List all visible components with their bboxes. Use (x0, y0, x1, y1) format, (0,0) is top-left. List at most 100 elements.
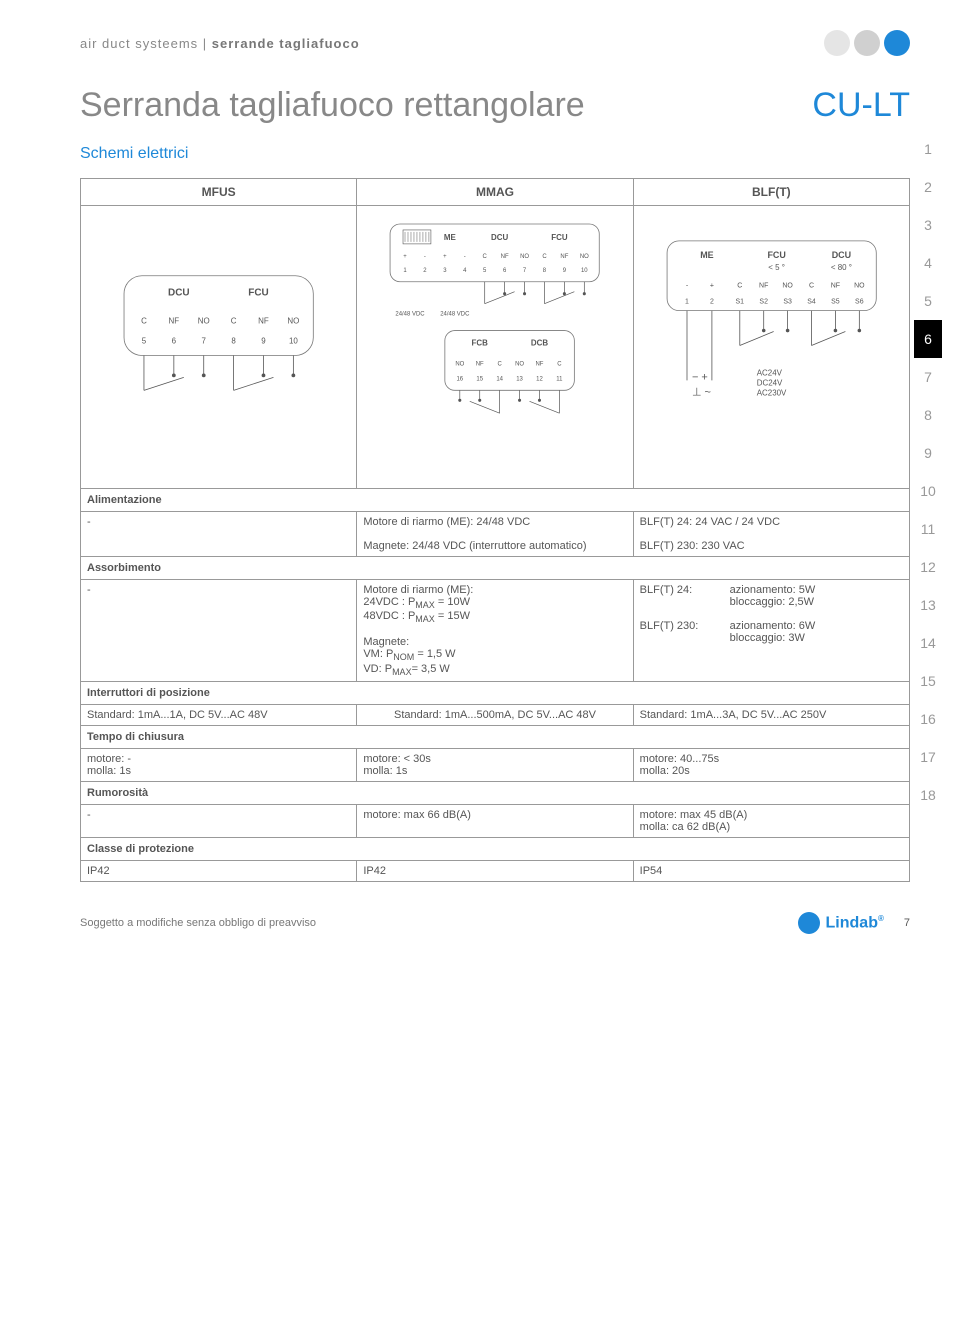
section-alimentazione: Alimentazione (81, 489, 910, 512)
dot-medium (854, 30, 880, 56)
dot-light (824, 30, 850, 56)
section-tempo: Tempo di chiusura (81, 725, 910, 748)
sidebar-index: 1 2 3 4 5 6 7 8 9 10 11 12 13 14 15 16 1… (914, 130, 942, 814)
svg-text:S5: S5 (831, 299, 840, 306)
svg-text:DCU: DCU (831, 250, 850, 260)
section-protezione: Classe di protezione (81, 837, 910, 860)
svg-text:ME: ME (700, 250, 713, 260)
row-alimentazione: - Motore di riarmo (ME): 24/48 VDCMagnet… (81, 512, 910, 557)
svg-text:11: 11 (557, 376, 564, 382)
sidenum: 2 (914, 168, 942, 206)
svg-text:NF: NF (561, 254, 569, 260)
svg-text:S3: S3 (783, 299, 792, 306)
svg-text:NO: NO (198, 317, 210, 326)
svg-text:2: 2 (710, 299, 714, 306)
title-row: Serranda tagliafuoco rettangolare CU-LT (80, 86, 910, 125)
svg-text:NF: NF (258, 317, 269, 326)
svg-text:C: C (231, 317, 237, 326)
svg-text:-: - (685, 283, 688, 290)
svg-text:< 5 °: < 5 ° (768, 263, 785, 272)
header-dots (824, 30, 910, 56)
svg-text:4: 4 (463, 268, 467, 274)
sidenum: 14 (914, 624, 942, 662)
page-title: Serranda tagliafuoco rettangolare (80, 86, 585, 125)
svg-text:5: 5 (483, 268, 487, 274)
row-rumorosita: - motore: max 66 dB(A) motore: max 45 dB… (81, 804, 910, 837)
svg-text:16: 16 (457, 376, 464, 382)
sidenum: 12 (914, 548, 942, 586)
page-number: 7 (904, 917, 910, 929)
svg-text:8: 8 (543, 268, 547, 274)
svg-text:+: + (710, 283, 714, 290)
table-header-row: MFUS MMAG BLF(T) (81, 179, 910, 206)
row-interruttori: Standard: 1mA...1A, DC 5V...AC 48V Stand… (81, 704, 910, 725)
svg-text:S1: S1 (735, 299, 744, 306)
svg-text:AC230V: AC230V (756, 388, 786, 397)
svg-text:12: 12 (536, 376, 543, 382)
section-rumorosita: Rumorosità (81, 781, 910, 804)
svg-text:-: - (464, 254, 466, 260)
svg-text:24/48 VDC: 24/48 VDC (396, 312, 426, 318)
diagram-blft: ME FCU DCU < 5 ° < 80 ° -+ CNF NOC NFNO … (633, 206, 909, 489)
header-cat2: serrande tagliafuoco (212, 36, 360, 51)
svg-text:S6: S6 (855, 299, 864, 306)
svg-text:NO: NO (854, 283, 865, 290)
row-assorbimento: - Motore di riarmo (ME): 24VDC : PMAX = … (81, 580, 910, 682)
svg-text:NF: NF (536, 361, 544, 367)
svg-text:9: 9 (261, 337, 266, 346)
svg-text:C: C (558, 361, 563, 367)
svg-text:2: 2 (424, 268, 428, 274)
svg-text:+: + (404, 254, 408, 260)
diagram-mmag: ME DCU FCU +- +- CNF NOC NFNO 12 34 56 7… (357, 206, 633, 489)
row-tempo: motore: -molla: 1s motore: < 30smolla: 1… (81, 748, 910, 781)
sidenum-active: 6 (914, 320, 942, 358)
svg-text:FCU: FCU (552, 233, 569, 242)
svg-text:C: C (543, 254, 548, 260)
row-protezione: IP42 IP42 IP54 (81, 860, 910, 881)
svg-text:C: C (809, 283, 814, 290)
svg-text:NO: NO (287, 317, 299, 326)
svg-text:< 80 °: < 80 ° (831, 263, 852, 272)
header-breadcrumb: air duct systeems | serrande tagliafuoco (80, 36, 360, 51)
th-mmag: MMAG (357, 179, 633, 206)
svg-text:NO: NO (580, 254, 589, 260)
svg-text:NO: NO (782, 283, 793, 290)
sidenum: 8 (914, 396, 942, 434)
svg-text:− +: − + (692, 371, 708, 383)
svg-text:9: 9 (563, 268, 567, 274)
lindab-logo: Lindab® (798, 912, 884, 934)
svg-text:ME: ME (444, 233, 456, 242)
section-assorbimento: Assorbimento (81, 557, 910, 580)
svg-text:24/48 VDC: 24/48 VDC (441, 312, 471, 318)
sidenum: 3 (914, 206, 942, 244)
svg-text:10: 10 (581, 268, 588, 274)
svg-text:1: 1 (404, 268, 408, 274)
diagram-row: DCU FCU C NF NO C NF NO 5 6 7 8 9 1 (81, 206, 910, 489)
svg-text:C: C (141, 317, 147, 326)
svg-text:7: 7 (202, 337, 207, 346)
svg-text:NF: NF (759, 283, 768, 290)
svg-text:FCB: FCB (472, 339, 489, 348)
svg-text:S2: S2 (759, 299, 768, 306)
svg-text:7: 7 (523, 268, 527, 274)
svg-text:5: 5 (142, 337, 147, 346)
svg-text:+: + (443, 254, 447, 260)
sidenum: 11 (914, 510, 942, 548)
header-cat1: air duct systeems (80, 36, 198, 51)
sidenum: 9 (914, 434, 942, 472)
svg-text:-: - (424, 254, 426, 260)
subtitle: Schemi elettrici (80, 145, 910, 163)
svg-text:DCB: DCB (531, 339, 548, 348)
svg-text:S4: S4 (807, 299, 816, 306)
sidenum: 18 (914, 776, 942, 814)
svg-text:14: 14 (497, 376, 504, 382)
sidenum: 5 (914, 282, 942, 320)
svg-text:NO: NO (520, 254, 529, 260)
svg-text:15: 15 (477, 376, 484, 382)
sidenum: 1 (914, 130, 942, 168)
sidenum: 13 (914, 586, 942, 624)
svg-text:FCU: FCU (767, 250, 785, 260)
svg-text:⊥ ~: ⊥ ~ (692, 386, 711, 398)
sidenum: 7 (914, 358, 942, 396)
sidenum: 17 (914, 738, 942, 776)
